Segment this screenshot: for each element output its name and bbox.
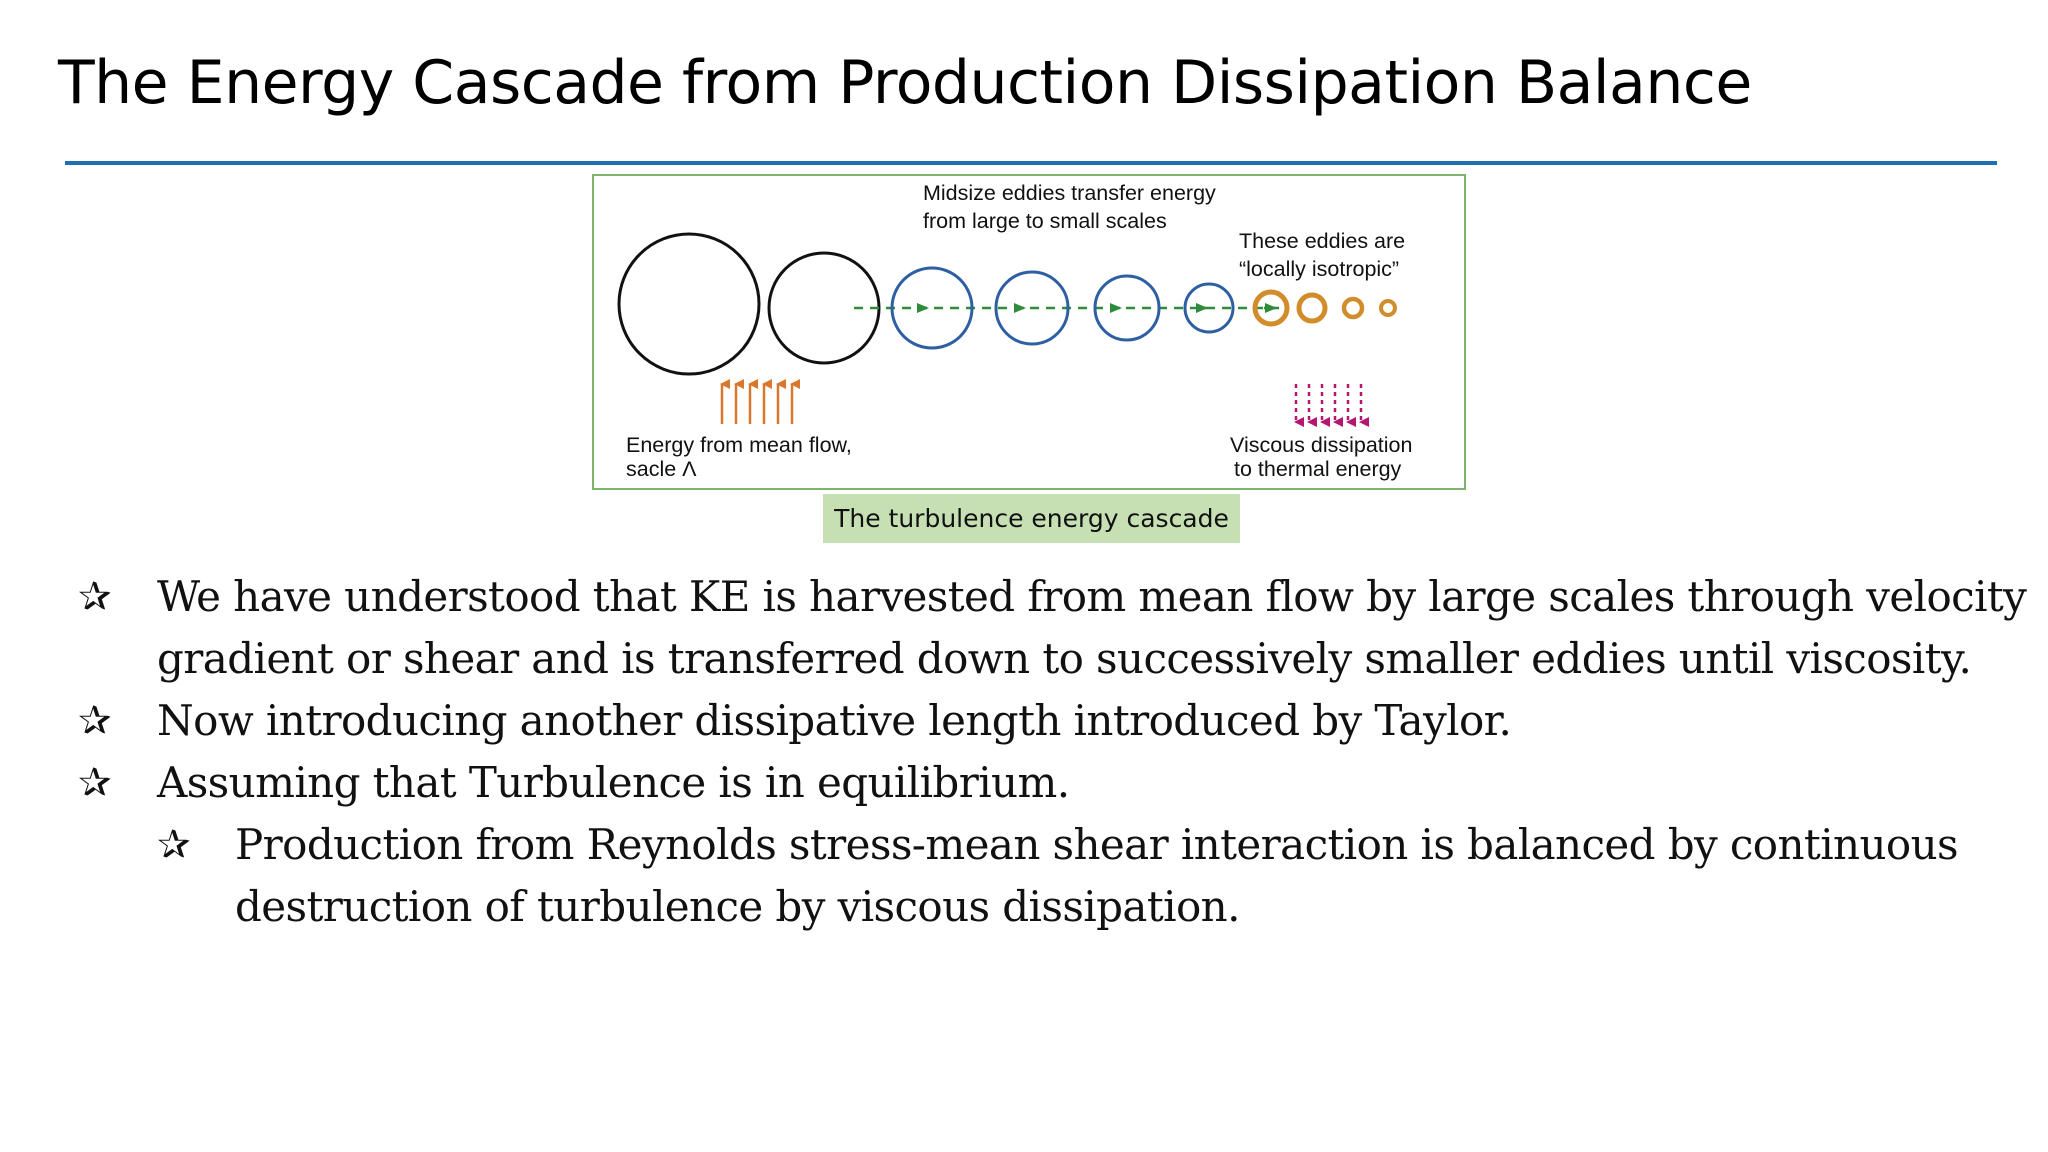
dissipation-label-line2: to thermal energy <box>1234 457 1402 481</box>
energy-source-line1: Energy from mean flow, <box>626 433 852 457</box>
large-eddy-1 <box>617 232 761 376</box>
bullet-text-line1: Now introducing another dissipative leng… <box>157 696 1512 745</box>
energy-cascade-figure: Midsize eddies transfer energy from larg… <box>592 174 1466 490</box>
star-icon: ✰ <box>78 698 112 744</box>
energy-cascade-diagram: Midsize eddies transfer energy from larg… <box>592 174 1466 490</box>
title-divider <box>65 161 1997 165</box>
mid-eddy-1 <box>890 266 974 350</box>
star-icon: ✰ <box>78 574 112 620</box>
small-eddy-1 <box>1252 289 1290 327</box>
bullet-text-line2: gradient or shear and is transferred dow… <box>157 634 1972 683</box>
dissipation-label-line1: Viscous dissipation <box>1230 433 1412 457</box>
top-label-line2: from large to small scales <box>923 209 1167 233</box>
star-icon: ✰ <box>78 760 112 806</box>
right-label-line1: These eddies are <box>1239 229 1405 253</box>
bullet-text-line1: Assuming that Turbulence is in equilibri… <box>157 758 1070 807</box>
figure-border <box>592 174 1466 490</box>
slide-title: The Energy Cascade from Production Dissi… <box>58 48 1752 118</box>
star-icon: ✰ <box>157 822 191 868</box>
dissipation-arrows <box>1294 384 1369 427</box>
bullet-text-line2: destruction of turbulence by viscous dis… <box>235 882 1240 931</box>
energy-input-arrows <box>720 379 800 424</box>
mid-eddy-2 <box>994 270 1070 346</box>
small-eddy-4 <box>1379 299 1397 317</box>
energy-source-line2: sacle Λ <box>626 457 697 481</box>
bullet-text-line1: We have understood that KE is harvested … <box>157 572 2027 621</box>
small-eddy-2 <box>1296 292 1328 324</box>
bullet-text-line1: Production from Reynolds stress-mean she… <box>235 820 1959 869</box>
right-label-line2: “locally isotropic” <box>1239 257 1399 281</box>
top-label-line1: Midsize eddies transfer energy <box>923 181 1216 205</box>
mid-eddy-3 <box>1093 274 1161 342</box>
small-eddy-3 <box>1341 296 1365 320</box>
mid-eddy-4 <box>1183 282 1235 334</box>
figure-caption: The turbulence energy cascade <box>823 494 1240 543</box>
